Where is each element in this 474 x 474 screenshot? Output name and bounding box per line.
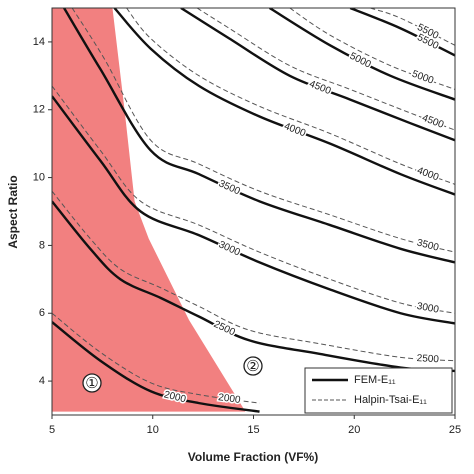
x-tick-label: 25 <box>449 424 461 436</box>
region-marker <box>82 373 102 393</box>
legend-label: Halpin-Tsai-E₁₁ <box>354 394 427 406</box>
x-tick-label: 10 <box>147 424 159 436</box>
ht-contour <box>289 8 455 90</box>
y-axis-title: Aspect Ratio <box>6 175 20 248</box>
contour-label: 3500 <box>217 178 242 197</box>
y-tick-label: 14 <box>33 36 45 48</box>
x-axis-title: Volume Fraction (VF%) <box>188 450 318 464</box>
y-tick-label: 4 <box>39 375 45 387</box>
legend-label: FEM-E₁₁ <box>354 374 396 386</box>
y-tick-label: 10 <box>33 171 45 183</box>
ht-contour <box>196 8 455 131</box>
fem-contour <box>52 200 455 373</box>
region-label: ① <box>85 375 98 392</box>
contour-label: 2500 <box>212 319 237 339</box>
region-label: ② <box>246 358 259 375</box>
region <box>52 8 246 412</box>
region-marker <box>243 356 263 376</box>
fem-contour <box>52 95 455 325</box>
contour-label: 3500 <box>416 238 441 254</box>
contour-label: 5000 <box>348 51 373 71</box>
ht-contour <box>71 8 455 253</box>
contour-label: 4500 <box>308 79 333 98</box>
ht-contour <box>52 190 455 362</box>
contour-label: 2500 <box>416 353 439 365</box>
contour-label: 2000 <box>218 392 242 406</box>
x-tick-label: 5 <box>49 424 55 436</box>
fem-contour <box>113 8 455 196</box>
fem-contour <box>268 8 455 101</box>
x-tick-label: 15 <box>247 424 259 436</box>
fem-contour <box>63 8 455 264</box>
y-tick-label: 6 <box>39 307 45 319</box>
ht-contour <box>126 8 455 185</box>
contour-label: 3000 <box>416 301 440 316</box>
fem-contour <box>52 321 260 413</box>
fem-contour <box>349 8 455 57</box>
contour-label: 4000 <box>282 121 307 139</box>
fem-contour <box>180 8 455 142</box>
plot-area: 2000250030003500400045005000550020002500… <box>52 8 455 413</box>
ht-contour <box>52 85 455 314</box>
legend-box <box>304 367 453 414</box>
legend: FEM-E₁₁ Halpin-Tsai-E₁₁ <box>304 367 453 414</box>
ht-contour <box>52 312 260 404</box>
y-tick-label: 8 <box>39 239 45 251</box>
y-tick-label: 12 <box>33 104 45 116</box>
ht-contour <box>370 8 455 46</box>
contour-label: 3000 <box>217 239 242 258</box>
x-tick-label: 20 <box>348 424 360 436</box>
